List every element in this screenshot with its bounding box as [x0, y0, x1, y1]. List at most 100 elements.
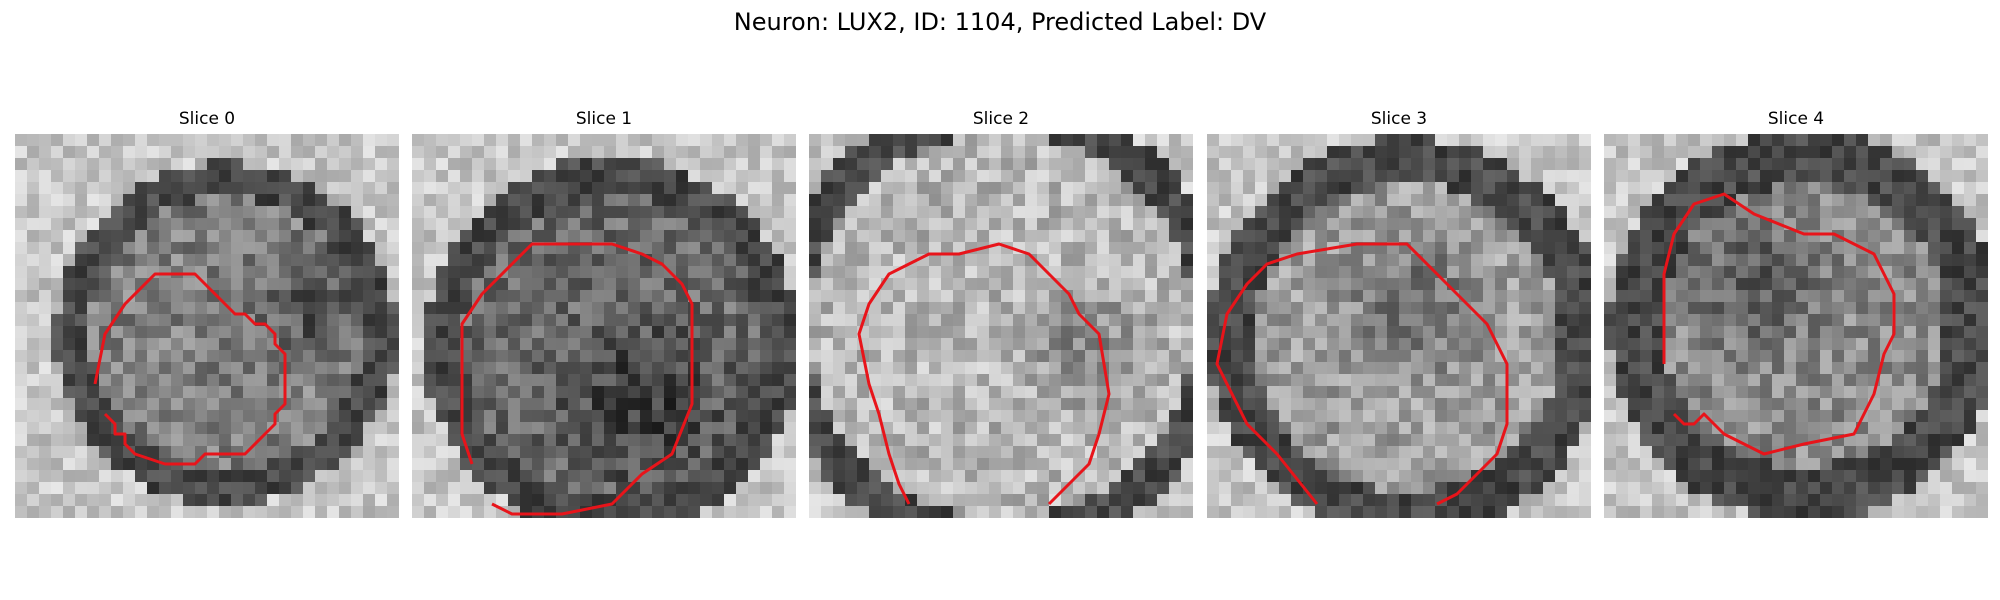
pixel	[1760, 338, 1773, 351]
pixel	[917, 374, 930, 387]
pixel	[351, 266, 364, 279]
pixel	[1037, 446, 1050, 459]
pixel	[664, 338, 677, 351]
pixel	[1688, 326, 1701, 339]
pixel	[99, 374, 112, 387]
pixel	[724, 374, 737, 387]
pixel	[279, 254, 292, 267]
pixel	[568, 338, 581, 351]
pixel	[1013, 470, 1026, 483]
pixel	[1411, 398, 1424, 411]
pixel	[1567, 242, 1580, 255]
pixel	[1169, 158, 1182, 171]
pixel	[845, 506, 858, 518]
pixel	[111, 254, 124, 267]
pixel	[640, 434, 653, 447]
pixel	[664, 182, 677, 195]
pixel	[327, 458, 340, 471]
pixel	[1231, 314, 1244, 327]
pixel	[724, 422, 737, 435]
pixel	[1169, 338, 1182, 351]
pixel	[544, 446, 557, 459]
pixel	[772, 170, 785, 183]
pixel	[1423, 314, 1436, 327]
pixel	[460, 242, 473, 255]
pixel	[544, 422, 557, 435]
pixel	[1157, 470, 1170, 483]
pixel	[1880, 242, 1893, 255]
pixel	[1628, 458, 1641, 471]
pixel	[760, 410, 773, 423]
pixel	[1616, 170, 1629, 183]
pixel	[1375, 158, 1388, 171]
pixel	[1928, 374, 1941, 387]
pixel	[472, 146, 485, 159]
pixel	[1279, 158, 1292, 171]
pixel	[1013, 482, 1026, 495]
pixel	[1025, 158, 1038, 171]
pixel	[1459, 482, 1472, 495]
pixel	[327, 326, 340, 339]
pixel	[1291, 182, 1304, 195]
pixel	[1387, 266, 1400, 279]
pixel	[1916, 422, 1929, 435]
pixel	[460, 218, 473, 231]
pixel	[809, 254, 822, 267]
pixel	[1748, 398, 1761, 411]
pixel	[676, 398, 689, 411]
pixel	[1001, 470, 1014, 483]
pixel	[1904, 302, 1917, 315]
pixel	[592, 374, 605, 387]
pixel	[291, 302, 304, 315]
pixel	[87, 458, 100, 471]
pixel	[303, 158, 316, 171]
pixel	[1121, 494, 1134, 507]
pixel	[243, 446, 256, 459]
pixel	[1435, 410, 1448, 423]
pixel	[1676, 374, 1689, 387]
pixel	[1664, 362, 1677, 375]
pixel	[303, 134, 316, 147]
pixel	[207, 254, 220, 267]
pixel	[628, 338, 641, 351]
pixel	[1459, 326, 1472, 339]
pixel	[1471, 410, 1484, 423]
pixel	[688, 230, 701, 243]
pixel	[1483, 302, 1496, 315]
pixel	[1267, 218, 1280, 231]
pixel	[1109, 374, 1122, 387]
pixel	[905, 422, 918, 435]
pixel	[1628, 350, 1641, 363]
pixel	[1423, 506, 1436, 518]
pixel	[496, 470, 509, 483]
pixel	[1832, 242, 1845, 255]
pixel	[556, 302, 569, 315]
pixel	[1303, 446, 1316, 459]
pixel	[1796, 146, 1809, 159]
pixel	[724, 338, 737, 351]
pixel	[1748, 386, 1761, 399]
pixel	[857, 146, 870, 159]
pixel	[652, 494, 665, 507]
pixel	[291, 278, 304, 291]
pixel	[1604, 290, 1617, 303]
pixel	[1315, 266, 1328, 279]
pixel	[1736, 314, 1749, 327]
pixel	[39, 326, 52, 339]
pixel	[784, 422, 796, 435]
pixel	[977, 266, 990, 279]
pixel	[1604, 254, 1617, 267]
pixel	[1363, 446, 1376, 459]
pixel	[1640, 182, 1653, 195]
pixel	[387, 158, 399, 171]
pixel	[375, 242, 388, 255]
pixel	[1724, 410, 1737, 423]
pixel	[1001, 506, 1014, 518]
pixel	[1507, 362, 1520, 375]
pixel	[63, 362, 76, 375]
pixel	[195, 506, 208, 518]
pixel	[99, 146, 112, 159]
pixel	[1001, 206, 1014, 219]
pixel	[1037, 386, 1050, 399]
pixel	[111, 314, 124, 327]
